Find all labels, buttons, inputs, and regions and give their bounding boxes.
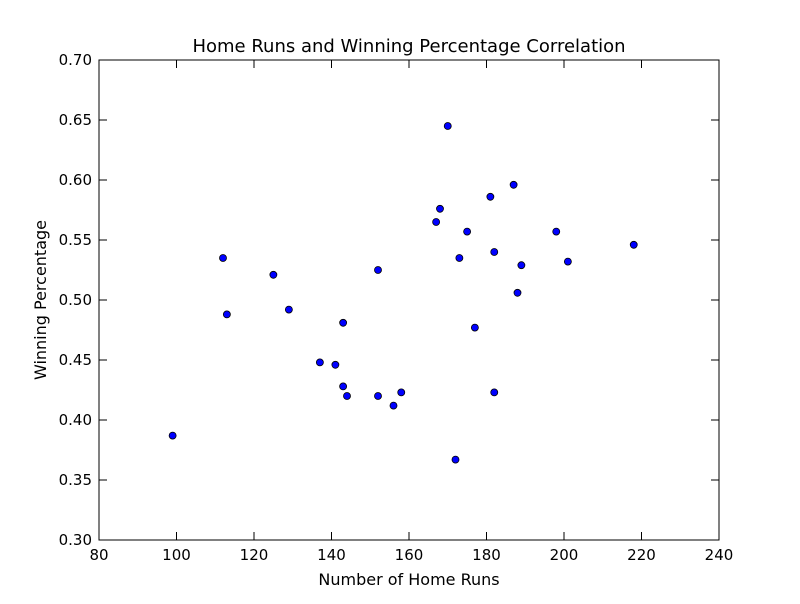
scatter-point [269,270,278,279]
y-tick-label: 0.65 [59,111,92,129]
scatter-point [451,455,460,464]
scatter-point [284,305,293,314]
scatter-point [222,310,231,319]
x-tick-label: 120 [240,546,269,564]
scatter-point [470,323,479,332]
x-tick-label: 100 [162,546,191,564]
scatter-point [339,382,348,391]
y-tick-label: 0.35 [59,471,92,489]
scatter-point [517,261,526,270]
x-tick-label: 80 [89,546,108,564]
y-tick-label: 0.50 [59,291,92,309]
plot-frame [98,59,720,541]
scatter-point [455,254,464,262]
scatter-point [315,358,324,367]
scatter-point [219,254,227,262]
scatter-point [168,431,177,440]
scatter-point [490,388,499,397]
y-tick-label: 0.45 [59,351,92,369]
x-tick-label: 220 [627,546,656,564]
scatter-point [552,227,561,236]
y-tick-label: 0.40 [59,411,92,429]
scatter-points [168,122,638,464]
x-tick-label: 240 [705,546,734,564]
y-axis-ticks: 0.30 0.35 0.40 0.45 0.50 0.55 0.60 0.65 0.70 [59,51,719,549]
scatter-point [490,248,499,256]
x-axis-label: Number of Home Runs [318,570,499,589]
scatter-point [374,266,382,274]
y-tick-label: 0.70 [59,51,92,69]
x-tick-label: 140 [317,546,346,564]
scatter-point [509,180,518,189]
scatter-point [513,288,522,297]
y-tick-label: 0.30 [59,531,92,549]
scatter-point [463,227,472,236]
scatter-point [331,360,340,369]
scatter-point [436,204,444,213]
scatter-point [443,122,452,130]
y-tick-label: 0.55 [59,231,92,249]
scatter-point [343,392,351,400]
y-tick-label: 0.60 [59,171,92,189]
scatter-point [374,392,382,400]
scatter-point [432,218,441,226]
x-tick-label: 200 [550,546,579,564]
scatter-point [389,401,398,410]
scatter-point [563,257,572,266]
chart-title: Home Runs and Winning Percentage Correla… [192,36,625,57]
scatter-point [629,240,638,249]
x-tick-label: 160 [395,546,424,564]
scatter-point [397,388,406,397]
scatter-point [339,318,348,327]
scatter-point [486,192,495,201]
y-axis-label: Winning Percentage [31,220,50,380]
x-axis-ticks: 80 100 120 140 160 180 200 220 240 [89,60,733,564]
x-tick-label: 180 [472,546,501,564]
